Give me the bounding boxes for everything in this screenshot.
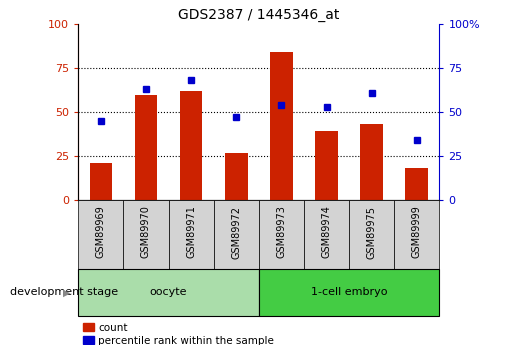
Bar [169,200,214,269]
Bar [259,200,304,269]
Text: GSM89999: GSM89999 [412,206,422,258]
Bar [406,168,428,200]
Legend: count, percentile rank within the sample: count, percentile rank within the sample [83,323,274,345]
Text: development stage: development stage [10,287,118,297]
Bar [270,52,293,200]
Bar [135,95,157,200]
Text: GSM89971: GSM89971 [186,206,196,258]
Text: GSM89974: GSM89974 [322,206,331,258]
Bar [361,125,383,200]
Bar [315,131,338,200]
Bar [89,163,112,200]
Bar [349,200,394,269]
Bar [394,200,439,269]
Text: oocyte: oocyte [150,287,187,297]
Bar [78,200,123,269]
Bar [180,91,203,200]
Text: GSM89975: GSM89975 [367,206,377,259]
Bar [123,200,169,269]
Title: GDS2387 / 1445346_at: GDS2387 / 1445346_at [178,8,339,22]
Bar [304,200,349,269]
Bar [78,269,259,316]
Text: ▶: ▶ [63,287,71,297]
Bar [225,152,247,200]
Text: GSM89973: GSM89973 [276,206,286,258]
Text: 1-cell embryo: 1-cell embryo [311,287,387,297]
Bar [214,200,259,269]
Text: GSM89970: GSM89970 [141,206,151,258]
Text: GSM89969: GSM89969 [96,206,106,258]
Bar [259,269,439,316]
Text: GSM89972: GSM89972 [231,206,241,259]
